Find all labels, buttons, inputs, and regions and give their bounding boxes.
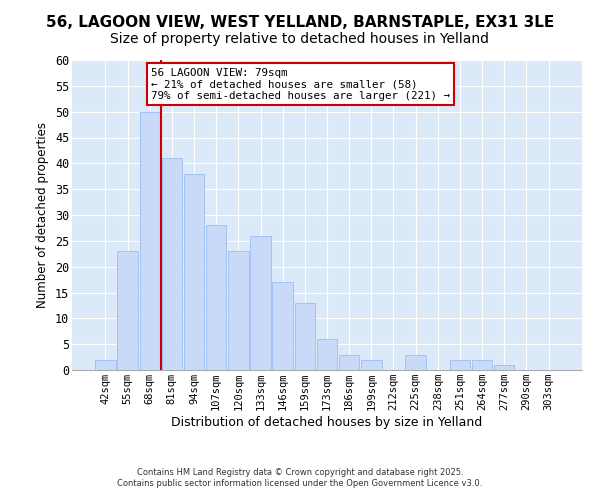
Text: Size of property relative to detached houses in Yelland: Size of property relative to detached ho… bbox=[110, 32, 490, 46]
Text: 56 LAGOON VIEW: 79sqm
← 21% of detached houses are smaller (58)
79% of semi-deta: 56 LAGOON VIEW: 79sqm ← 21% of detached … bbox=[151, 68, 450, 101]
Bar bbox=[250, 236, 271, 370]
Bar bbox=[184, 174, 204, 370]
Bar bbox=[317, 339, 337, 370]
Bar bbox=[118, 251, 138, 370]
Bar bbox=[228, 251, 248, 370]
Bar bbox=[161, 158, 182, 370]
Bar bbox=[472, 360, 493, 370]
Bar bbox=[361, 360, 382, 370]
Text: Contains HM Land Registry data © Crown copyright and database right 2025.
Contai: Contains HM Land Registry data © Crown c… bbox=[118, 468, 482, 487]
Y-axis label: Number of detached properties: Number of detached properties bbox=[37, 122, 49, 308]
Bar bbox=[406, 354, 426, 370]
Bar bbox=[339, 354, 359, 370]
Bar bbox=[140, 112, 160, 370]
Bar bbox=[272, 282, 293, 370]
X-axis label: Distribution of detached houses by size in Yelland: Distribution of detached houses by size … bbox=[172, 416, 482, 429]
Bar bbox=[450, 360, 470, 370]
Bar bbox=[95, 360, 116, 370]
Bar bbox=[206, 226, 226, 370]
Text: 56, LAGOON VIEW, WEST YELLAND, BARNSTAPLE, EX31 3LE: 56, LAGOON VIEW, WEST YELLAND, BARNSTAPL… bbox=[46, 15, 554, 30]
Bar bbox=[295, 303, 315, 370]
Bar bbox=[494, 365, 514, 370]
